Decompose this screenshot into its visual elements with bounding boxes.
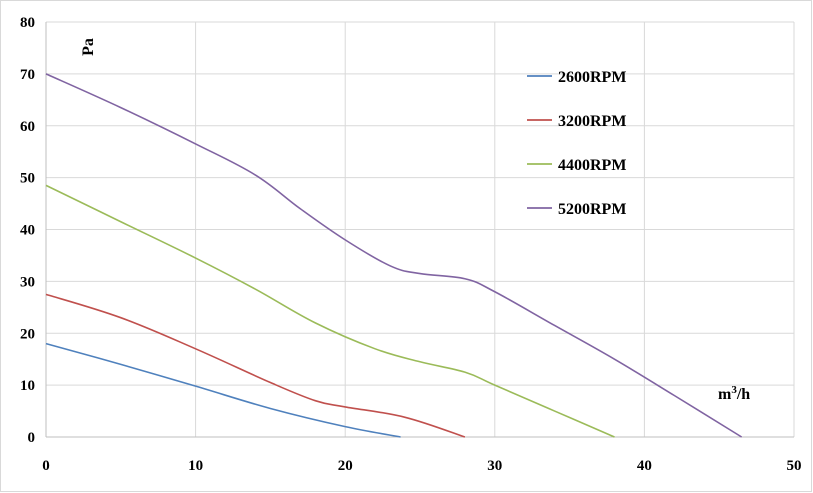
x-tick-label: 20 xyxy=(338,458,353,474)
x-tick-label: 40 xyxy=(637,458,652,474)
legend-label: 4400RPM xyxy=(558,157,626,174)
y-tick-label: 60 xyxy=(20,119,35,135)
series-line-4400rpm xyxy=(45,184,615,438)
y-tick-label: 80 xyxy=(20,15,35,31)
legend-label: 5200RPM xyxy=(558,201,626,218)
series-line-2600rpm xyxy=(45,342,401,438)
legend-label: 3200RPM xyxy=(558,113,626,130)
y-tick-label: 30 xyxy=(20,274,35,290)
y-axis-label: Pa xyxy=(80,38,97,56)
x-tick-label: 50 xyxy=(787,458,802,474)
series-lines xyxy=(45,73,743,438)
legend: 2600RPM 3200RPM 4400RPM 5200RPM xyxy=(527,69,626,218)
x-tick-label: 30 xyxy=(487,458,502,474)
x-tick-label: 0 xyxy=(42,458,50,474)
x-axis-label: m3/h xyxy=(718,384,750,403)
y-tick-label: 50 xyxy=(20,171,35,187)
x-tick-label: 10 xyxy=(188,458,203,474)
y-tick-label: 70 xyxy=(20,67,35,83)
axes: 0 10 20 30 40 50 60 70 80 0 10 20 30 40 50 xyxy=(20,15,802,474)
y-tick-label: 0 xyxy=(28,430,36,446)
series-line-3200rpm xyxy=(45,293,466,438)
y-tick-label: 10 xyxy=(20,378,35,394)
y-tick-label: 40 xyxy=(20,223,35,239)
series-line-5200rpm xyxy=(45,73,743,438)
y-tick-label: 20 xyxy=(20,326,35,342)
legend-label: 2600RPM xyxy=(558,69,626,86)
